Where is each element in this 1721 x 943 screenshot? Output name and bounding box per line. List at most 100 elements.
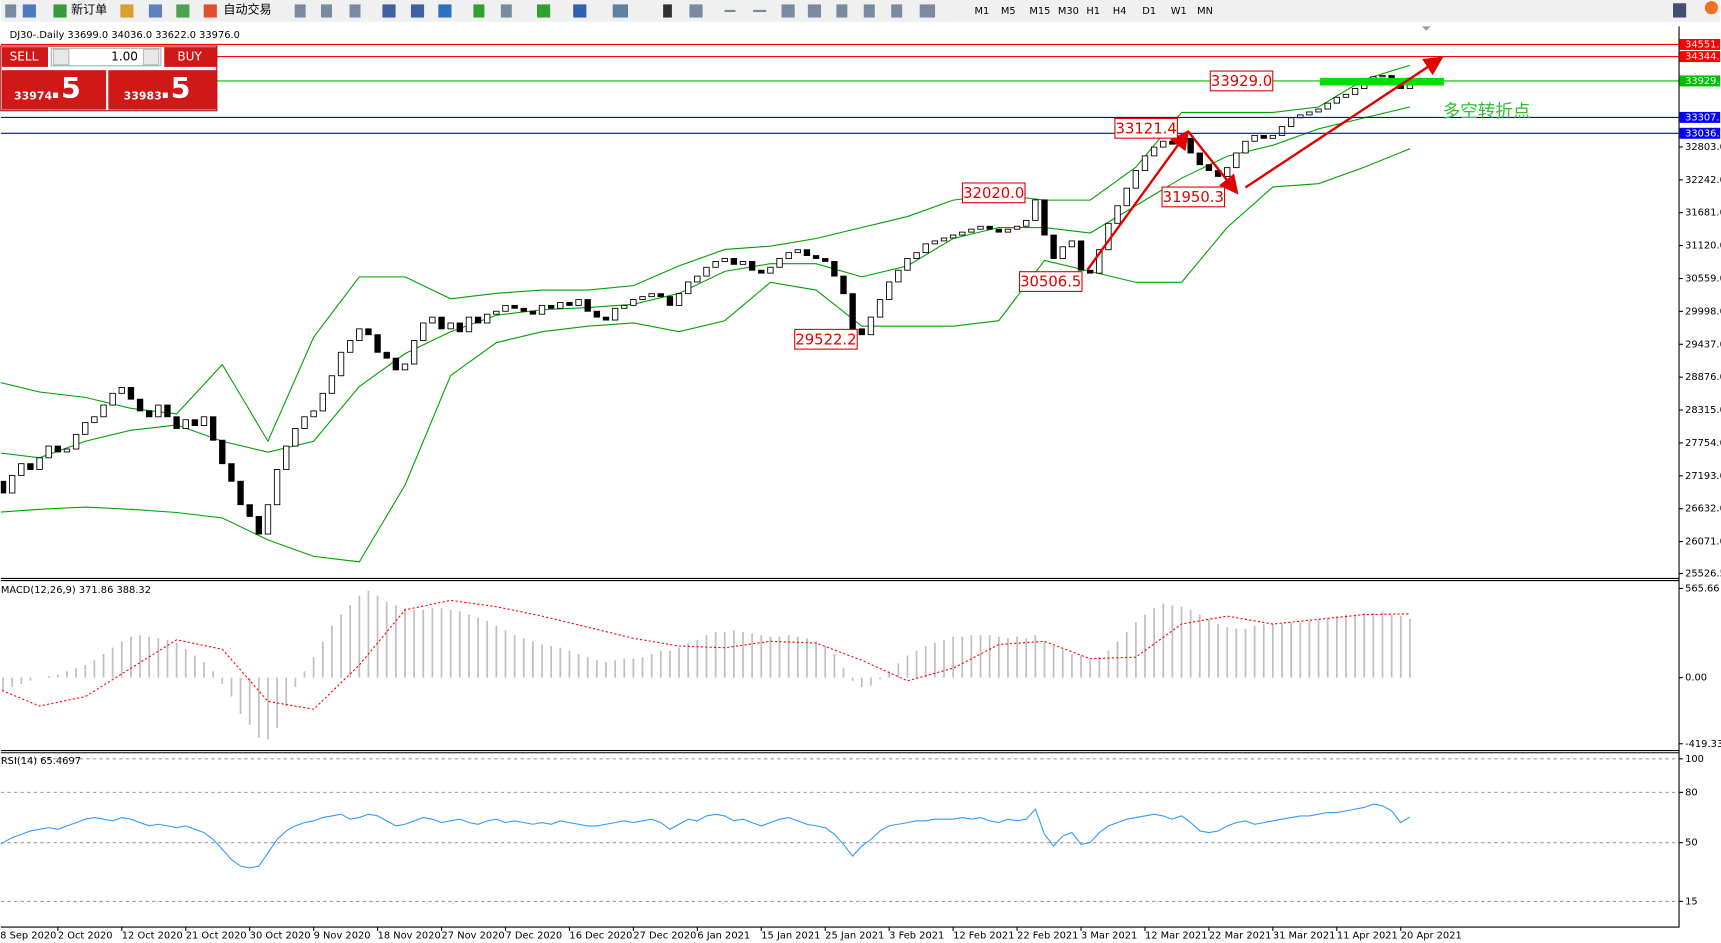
auto-trade-label[interactable]: 自动交易 <box>223 1 271 16</box>
candle-body <box>511 304 518 309</box>
candle-body <box>1333 96 1341 104</box>
x-tick-label: 2 Oct 2020 <box>58 930 113 941</box>
macd-panel <box>0 590 1411 740</box>
candle-body <box>182 419 189 429</box>
candle-body <box>949 234 957 239</box>
timeframe-button[interactable]: H1 <box>1086 6 1100 17</box>
y-tick-label: 565.66 <box>1685 583 1719 594</box>
candle-body <box>895 269 902 283</box>
candle-body <box>173 416 180 429</box>
candle-body <box>977 225 984 230</box>
candle-body <box>904 258 911 271</box>
candle-body <box>392 357 400 371</box>
candle-body <box>1041 199 1048 236</box>
timeframe-button[interactable]: D1 <box>1142 6 1156 17</box>
candle-body <box>420 322 427 342</box>
volume-input[interactable] <box>50 47 162 67</box>
candle-body <box>209 416 217 441</box>
x-tick-label: 11 Apr 2021 <box>1337 930 1398 941</box>
candle-body <box>712 260 719 268</box>
candle-body <box>968 228 975 233</box>
annotation-label: 33121.4 <box>1116 120 1177 137</box>
turning-point-note: 多空转折点 <box>1443 102 1531 122</box>
rsi-panel <box>0 758 1679 902</box>
chart-title: DJ30-.Daily 33699.0 34036.0 33622.0 3397… <box>10 30 240 41</box>
candle-body <box>1306 111 1313 116</box>
candle-body <box>36 457 43 470</box>
timeframe-button[interactable]: MN <box>1197 6 1213 17</box>
candle-body <box>648 293 655 298</box>
candle-body <box>310 410 317 418</box>
candle-body <box>410 340 418 365</box>
candle-body <box>1086 269 1094 274</box>
candle-body <box>748 260 756 271</box>
candle-body <box>191 419 199 427</box>
candle-body <box>18 463 25 476</box>
timeframe-button[interactable]: H4 <box>1113 6 1127 17</box>
candle-body <box>456 322 463 333</box>
sell-price: 33974 <box>14 89 52 102</box>
bollinger-middle <box>0 106 1411 459</box>
new-order-label[interactable]: 新订单 <box>71 1 107 16</box>
candle-body <box>840 275 847 295</box>
timeframe-button[interactable]: M1 <box>975 6 990 17</box>
candle-body <box>264 504 272 535</box>
y-tick-label: 26071.0 <box>1685 537 1721 548</box>
candle-body <box>767 266 774 274</box>
timeframe-button[interactable]: M5 <box>1001 6 1016 17</box>
candle-body <box>547 304 555 309</box>
buy-label[interactable]: BUY <box>177 50 202 64</box>
y-tick-label: 0.00 <box>1685 673 1707 684</box>
candle-body <box>347 340 354 353</box>
candle-body <box>703 266 710 277</box>
candle-body <box>1004 228 1012 233</box>
buy-price-box[interactable] <box>108 70 217 110</box>
timeframe-button[interactable]: W1 <box>1171 6 1187 17</box>
x-tick-label: 20 Apr 2021 <box>1401 930 1462 941</box>
annotation-box <box>1161 186 1226 208</box>
annotation-box <box>961 182 1026 204</box>
sell-label[interactable]: SELL <box>10 50 39 64</box>
candle-body <box>63 448 71 453</box>
candle-body <box>538 304 546 315</box>
price-panel <box>0 43 1679 563</box>
y-tick-label: 31681.0 <box>1685 208 1721 219</box>
x-tick-label: 9 Nov 2020 <box>314 930 371 941</box>
candle-body <box>1233 152 1240 169</box>
x-tick-label: 6 Jan 2021 <box>697 930 750 941</box>
candle-body <box>1287 117 1295 128</box>
volume-value[interactable]: 1.00 <box>111 50 138 64</box>
x-tick-label: 15 Jan 2021 <box>761 930 820 941</box>
y-tick-label: 29998.0 <box>1685 306 1721 317</box>
timeframe-button[interactable]: M15 <box>1029 6 1050 17</box>
candle-body <box>1141 155 1149 172</box>
sell-price-box[interactable] <box>1 70 107 110</box>
candle-body <box>273 469 281 506</box>
buy-button[interactable] <box>164 47 217 67</box>
candle-body <box>1260 134 1267 139</box>
candle-body <box>666 296 674 306</box>
candle-body <box>1205 164 1213 172</box>
candle-body <box>611 307 619 321</box>
price-level-label: 33307.1 <box>1685 112 1721 123</box>
y-tick-label: 27193.0 <box>1685 471 1721 482</box>
candle-body <box>1050 234 1057 259</box>
price-level-label: 33036.0 <box>1685 128 1721 139</box>
candle-body <box>374 334 381 353</box>
candle-body <box>164 404 171 418</box>
price-level-tag <box>1679 111 1721 123</box>
candle-body <box>401 363 409 371</box>
candle-body <box>886 281 893 300</box>
candle-body <box>219 439 226 465</box>
price-level-label: 34551.0 <box>1685 39 1721 50</box>
y-tick-label: 29437.0 <box>1685 339 1721 350</box>
timeframe-button[interactable]: M30 <box>1058 6 1079 17</box>
x-tick-label: 22 Feb 2021 <box>1017 930 1078 941</box>
candle-body <box>794 249 802 254</box>
candle-body <box>328 375 336 394</box>
sell-button[interactable] <box>1 47 48 67</box>
candle-body <box>1013 225 1021 230</box>
candle-body <box>1196 152 1203 166</box>
candle-body <box>1160 140 1167 148</box>
